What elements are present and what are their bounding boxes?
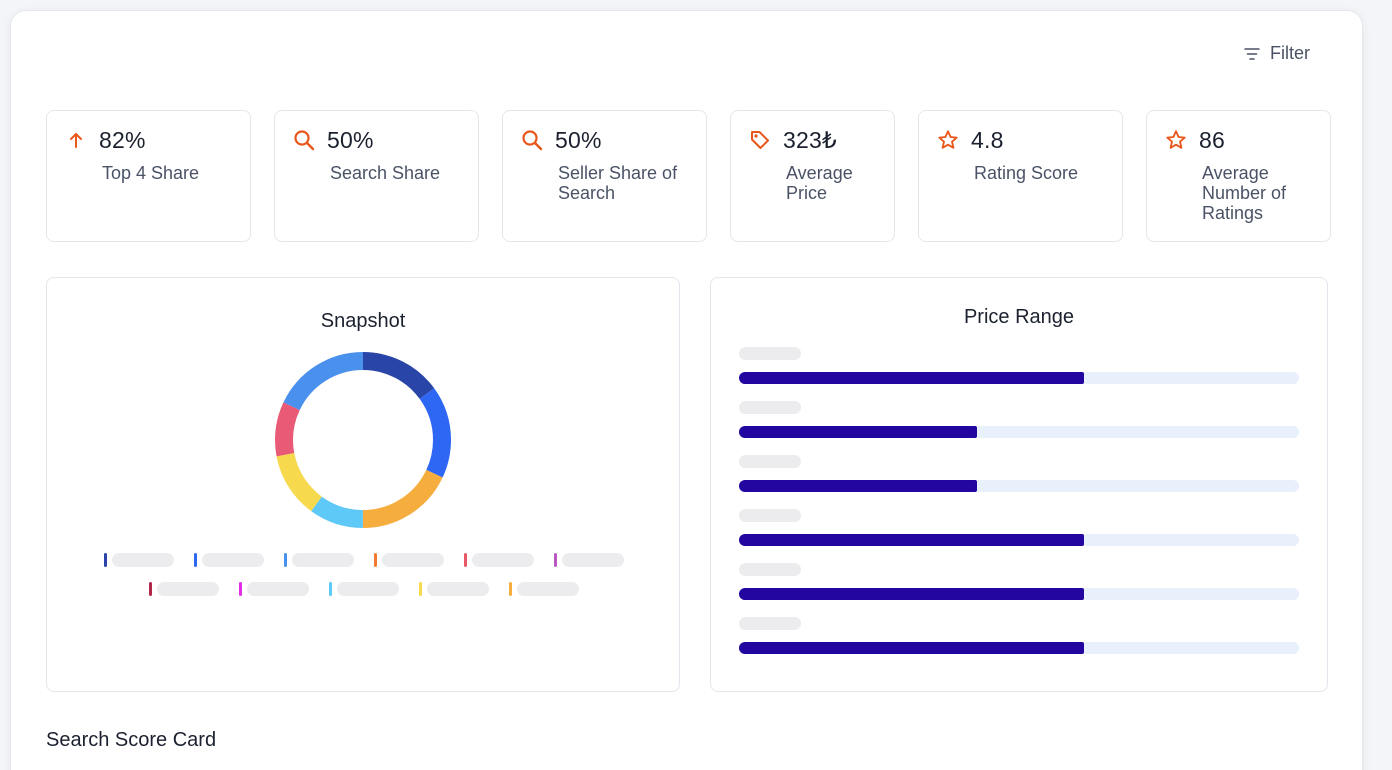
price-range-bar[interactable] [739,534,1084,546]
legend-item[interactable] [464,553,534,567]
price-range-row [739,509,1299,549]
legend-label-placeholder [427,582,489,596]
filter-button[interactable]: Filter [1244,43,1310,64]
legend-label-placeholder [247,582,309,596]
legend-swatch [194,553,197,567]
price-range-label-placeholder [739,455,801,468]
snapshot-legend-row [149,582,579,596]
legend-swatch [464,553,467,567]
donut-segment[interactable] [275,352,451,528]
legend-item[interactable] [194,553,264,567]
price-range-bar[interactable] [739,372,1084,384]
stat-value: 4.8 [971,126,1004,153]
legend-item[interactable] [104,553,174,567]
price-range-track [739,534,1299,546]
price-range-track [739,588,1299,600]
search-icon [521,129,543,151]
filter-icon [1244,47,1260,60]
stat-card-seller-share-of-search: 50% Seller Share of Search [502,110,707,242]
legend-label-placeholder [157,582,219,596]
price-range-track [739,642,1299,654]
price-range-label-placeholder [739,347,801,360]
stat-label: Average Price [786,163,853,203]
donut-segment[interactable] [275,352,451,528]
stat-card-average-number-of-ratings: 86 Average Number of Ratings [1146,110,1331,242]
stat-card-average-price: 323₺ Average Price [730,110,895,242]
price-range-label-placeholder [739,617,801,630]
price-range-label-placeholder [739,563,801,576]
legend-label-placeholder [382,553,444,567]
legend-label-placeholder [337,582,399,596]
stat-label: Top 4 Share [102,163,200,183]
price-range-track [739,372,1299,384]
stats-row: 82% Top 4 Share 50% Search Share [46,110,1331,242]
legend-swatch [419,582,422,596]
tag-icon [749,129,771,151]
stat-card-top-4-share: 82% Top 4 Share [46,110,251,242]
snapshot-donut-chart [275,352,451,528]
price-range-row [739,455,1299,495]
search-icon [293,129,315,151]
price-range-bar[interactable] [739,642,1084,654]
legend-item[interactable] [149,582,219,596]
legend-label-placeholder [112,553,174,567]
legend-item[interactable] [419,582,489,596]
price-range-row [739,401,1299,441]
stat-label: Seller Share of Search [558,163,678,203]
legend-item[interactable] [239,582,309,596]
stat-value: 82% [99,126,146,153]
star-icon [1165,129,1187,151]
stat-value: 323₺ [783,126,837,153]
price-range-label-placeholder [739,509,801,522]
legend-label-placeholder [202,553,264,567]
stat-label: Average Number of Ratings [1202,163,1287,223]
legend-swatch [239,582,242,596]
price-range-row [739,563,1299,603]
legend-label-placeholder [292,553,354,567]
dashboard-panel: Filter 82% Top 4 Share [10,10,1363,770]
stat-card-search-share: 50% Search Share [274,110,479,242]
legend-swatch [284,553,287,567]
stat-value: 50% [327,126,374,153]
price-range-bar[interactable] [739,588,1084,600]
snapshot-title: Snapshot [320,310,406,332]
price-range-bar[interactable] [739,480,977,492]
filter-label: Filter [1270,43,1310,63]
price-range-track [739,426,1299,438]
legend-item[interactable] [554,553,624,567]
arrow-up-icon [65,129,87,151]
stat-value: 86 [1199,126,1225,153]
snapshot-card: Snapshot [46,277,680,692]
price-range-row [739,617,1299,657]
legend-swatch [329,582,332,596]
price-range-label-placeholder [739,401,801,414]
legend-item[interactable] [329,582,399,596]
stat-card-rating-score: 4.8 Rating Score [918,110,1123,242]
price-range-track [739,480,1299,492]
price-range-row [739,347,1299,387]
legend-label-placeholder [517,582,579,596]
legend-swatch [554,553,557,567]
legend-item[interactable] [374,553,444,567]
stat-value: 50% [555,126,602,153]
legend-label-placeholder [562,553,624,567]
legend-item[interactable] [509,582,579,596]
price-range-bar[interactable] [739,426,977,438]
price-range-card: Price Range [710,277,1328,692]
donut-segment[interactable] [275,352,451,528]
legend-swatch [149,582,152,596]
donut-segment[interactable] [275,352,451,528]
legend-swatch [509,582,512,596]
legend-swatch [374,553,377,567]
star-icon [937,129,959,151]
stat-label: Search Share [330,163,441,183]
snapshot-legend-row [104,553,624,567]
price-range-title: Price Range [963,306,1075,328]
legend-item[interactable] [284,553,354,567]
legend-label-placeholder [472,553,534,567]
stat-label: Rating Score [974,163,1079,183]
legend-swatch [104,553,107,567]
search-score-card-title: Search Score Card [46,729,217,751]
